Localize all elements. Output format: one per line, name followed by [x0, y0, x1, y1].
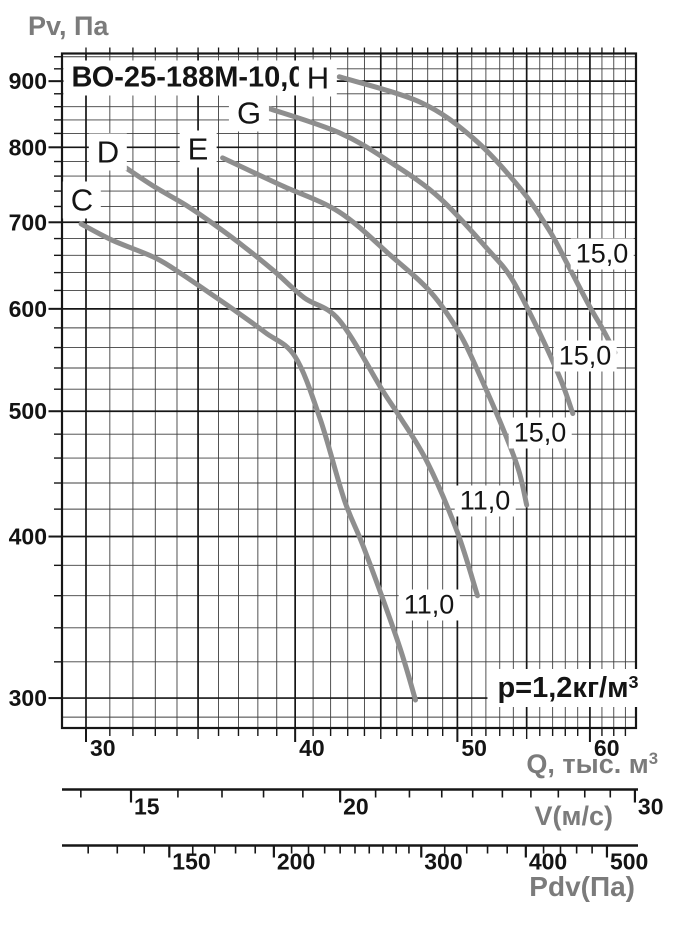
curve-value-label-G: 15,0: [553, 340, 617, 372]
curve-label-D: D: [88, 133, 128, 171]
curve-value-label-C: 11,0: [398, 589, 460, 621]
y-tick-label: 300: [9, 685, 47, 711]
x-tick-label: 60: [594, 735, 620, 761]
curve-label-C: C: [62, 181, 102, 219]
pdv-axis-tick-label: 400: [529, 849, 567, 875]
chart-title: ВО-25-188М-10,0: [63, 60, 313, 96]
y-tick-label: 600: [9, 296, 47, 322]
curve-label-G: G: [228, 94, 270, 132]
y-tick-label: 800: [9, 134, 47, 160]
x-axis-title-text: Q, тыс. м: [526, 749, 649, 779]
pdv-axis-title: Pdv(Па): [529, 871, 635, 902]
y-tick-label: 500: [9, 398, 47, 424]
curve-value-label-H: 15,0: [570, 238, 634, 270]
x-tick-label: 30: [90, 735, 116, 761]
x-axis-title-sup: 3: [648, 749, 658, 768]
v-axis-title: V(м/с): [534, 801, 613, 831]
density-annotation: p=1,2кг/м3: [487, 669, 649, 707]
x-tick-label: 40: [299, 735, 325, 761]
pdv-axis-tick-label: 200: [277, 849, 315, 875]
pdv-axis-tick-label: 150: [172, 849, 210, 875]
curve-value-label-E: 15,0: [508, 417, 572, 449]
y-axis-title: Pv, Па: [28, 11, 109, 41]
density-annotation-sup: 3: [628, 672, 639, 692]
y-tick-label: 700: [9, 209, 47, 235]
y-tick-label: 400: [9, 524, 47, 550]
curve-label-H: H: [298, 59, 338, 97]
x-tick-label: 50: [461, 735, 487, 761]
v-axis-tick-label: 20: [343, 794, 369, 820]
density-annotation-text: p=1,2кг/м: [497, 672, 629, 704]
curve-value-label-D: 11,0: [454, 485, 516, 517]
curve-D: [123, 165, 480, 599]
v-axis-tick-label: 15: [134, 794, 160, 820]
y-tick-label: 900: [9, 68, 47, 94]
x-axis-title: Q, тыс. м3: [526, 749, 658, 779]
curve-C: [78, 221, 418, 703]
plot-border: [60, 52, 638, 730]
curve-H: [336, 74, 618, 356]
pdv-axis-tick-label: 500: [610, 849, 648, 875]
curve-label-E: E: [179, 130, 217, 168]
v-axis-tick-label: 30: [638, 794, 664, 820]
curve-E: [220, 155, 530, 508]
pdv-axis-tick-label: 300: [424, 849, 462, 875]
